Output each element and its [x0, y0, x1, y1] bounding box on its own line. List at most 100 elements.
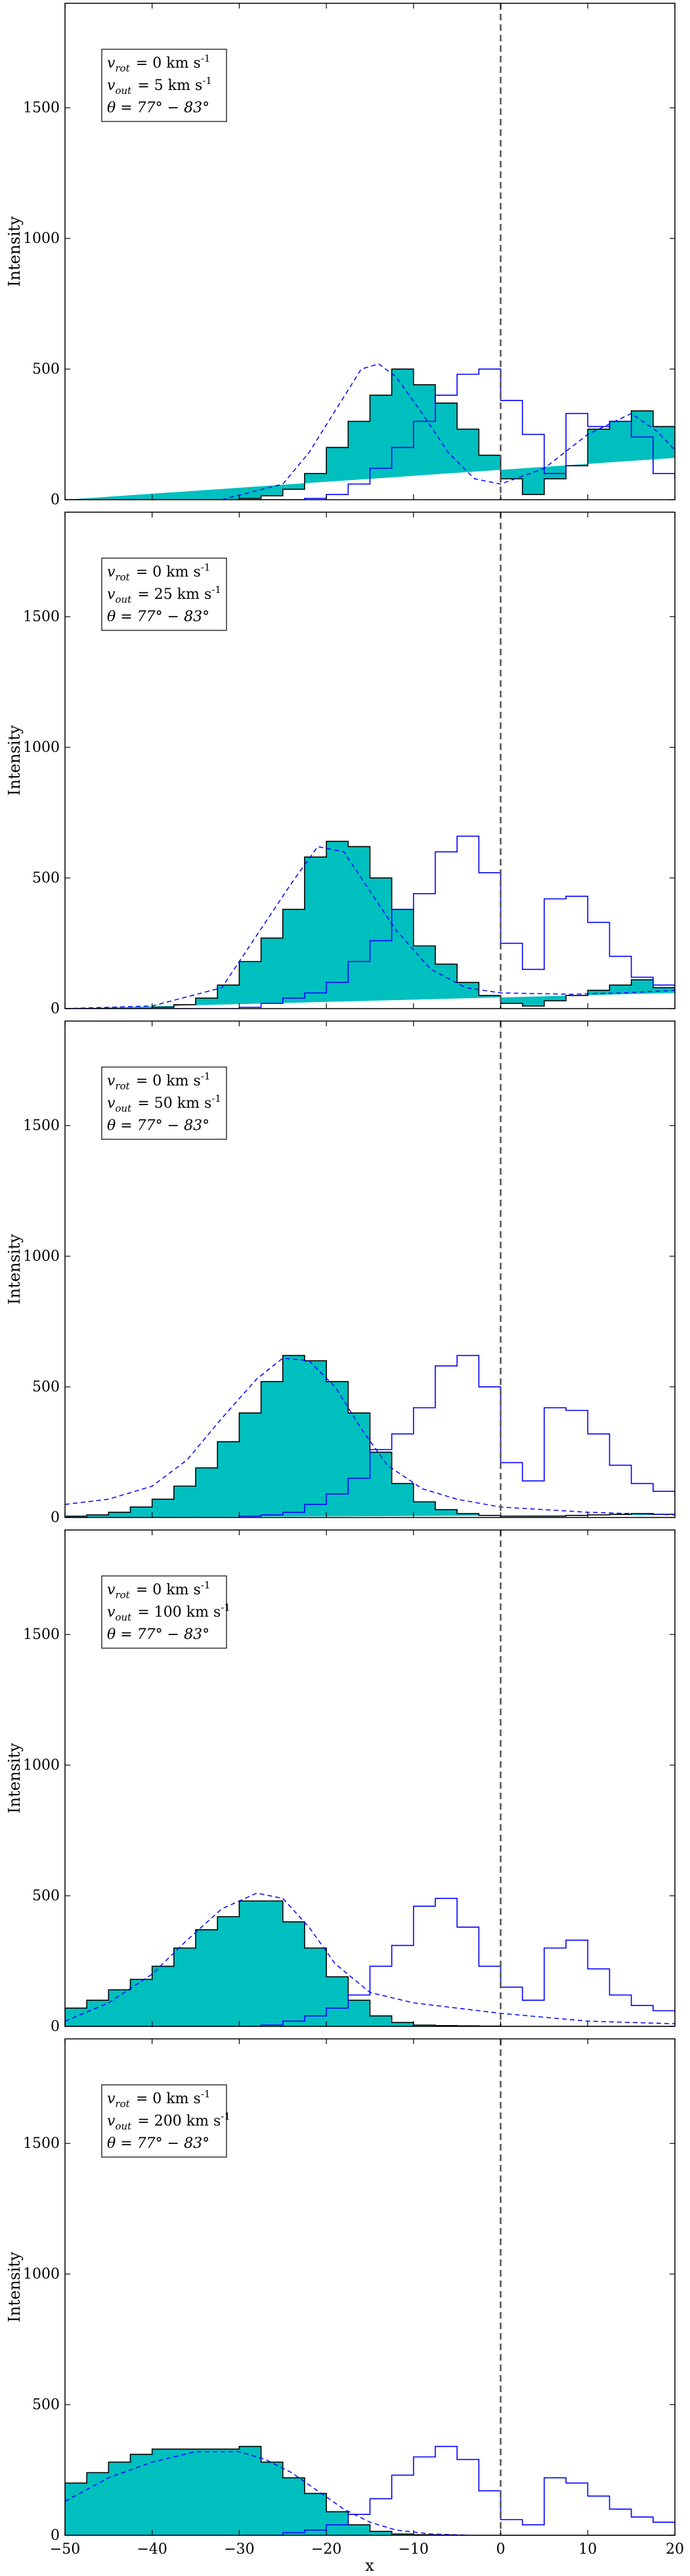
y-tick-label: 0: [51, 492, 60, 508]
axes-frame: [64, 1020, 676, 1518]
fit-dashed-curve: [65, 846, 675, 1009]
x-tick-label: 0: [496, 2541, 506, 2558]
fit-dashed-curve: [221, 363, 675, 500]
annotation-text: = 0 km s: [131, 55, 201, 72]
y-axis-label: Intensity: [5, 725, 24, 796]
y-tick-label: 1000: [23, 230, 60, 247]
y-axis-label: Intensity: [5, 1234, 24, 1305]
annotation-text: out: [115, 1611, 132, 1623]
filled-histogram: [65, 1355, 675, 1517]
x-tick-label: 10: [578, 2541, 597, 2558]
y-tick-label: 500: [32, 361, 60, 378]
y-tick-label: 1500: [23, 100, 60, 116]
y-tick-label: 1500: [23, 1626, 60, 1643]
annotation-line: θ = 77° − 83°: [107, 100, 209, 116]
axes-frame: [64, 3, 676, 500]
annotation-text: θ = 77° − 83°: [107, 609, 209, 625]
annotation-text: [210, 55, 211, 72]
annotation-text: out: [115, 2120, 132, 2132]
annotation-line: vout = 100 km s-1: [107, 1602, 232, 1623]
annotation-text: v: [107, 1073, 116, 1089]
annotation-text: v: [107, 1604, 116, 1621]
annotation-text: -1: [201, 53, 211, 64]
annotation-text: rot: [115, 1589, 130, 1601]
annotation-text: [212, 77, 213, 94]
y-axis-label: Intensity: [5, 1743, 24, 1814]
annotation-line: vout = 25 km s-1: [107, 584, 223, 605]
y-tick-label: 1000: [23, 739, 60, 756]
annotation-text: -1: [221, 1602, 230, 1613]
annotation-text: rot: [115, 571, 130, 583]
annotation-text: out: [115, 1102, 132, 1114]
annotation-line: vout = 5 km s-1: [107, 75, 213, 97]
y-tick-label: 500: [32, 2397, 60, 2413]
annotation-text: -1: [201, 2088, 211, 2100]
x-tick-label: −40: [137, 2541, 167, 2558]
y-tick-label: 500: [32, 1888, 60, 1904]
annotation-text: θ = 77° − 83°: [107, 1626, 209, 1643]
annotation-line: vrot = 0 km s-1: [107, 53, 212, 74]
y-tick-label: 1500: [23, 609, 60, 625]
y-tick-label: 1500: [23, 1118, 60, 1134]
annotation-box: [101, 1575, 227, 1649]
annotation-text: = 25 km s: [133, 586, 211, 603]
annotation-text: -1: [201, 561, 211, 573]
annotation-text: θ = 77° − 83°: [107, 1118, 209, 1134]
annotation-line: vrot = 0 km s-1: [107, 1579, 212, 1601]
annotation-line: vout = 50 km s-1: [107, 1093, 223, 1114]
y-tick-label: 0: [51, 2019, 60, 2035]
annotation-text: -1: [221, 2110, 230, 2122]
panel-5: −50 −40 −30 −20 −10 0 10 20 0 500 1000 1500 Intensit…: [5, 2038, 684, 2558]
annotation-text: [210, 564, 211, 580]
y-tick-label: 500: [32, 870, 60, 886]
x-tick-label: 20: [666, 2541, 684, 2558]
annotation-line: vrot = 0 km s-1: [107, 1070, 212, 1092]
annotation-text: -1: [201, 1070, 211, 1082]
y-tick-label: 0: [51, 1510, 60, 1526]
y-tick-label: 1000: [23, 1248, 60, 1265]
annotation-text: -1: [211, 1093, 221, 1104]
y-tick-label: 1000: [23, 2266, 60, 2282]
annotation-text: v: [107, 77, 116, 94]
filled-histogram: [65, 2445, 675, 2535]
annotation-text: v: [107, 2091, 116, 2107]
fit-dashed-curve: [65, 1892, 675, 2024]
y-tick-label: 0: [51, 1001, 60, 1017]
annotation-text: [210, 1073, 211, 1089]
x-tick-label: −10: [399, 2541, 429, 2558]
annotation-text: [221, 1095, 223, 1112]
blue-histogram: [65, 2445, 675, 2535]
annotation-text: rot: [115, 62, 130, 74]
annotation-text: out: [115, 85, 132, 97]
axes-frame: [64, 1529, 676, 2027]
y-axis-label: Intensity: [5, 216, 24, 287]
y-axis-label: Intensity: [5, 2252, 24, 2323]
annotation-text: = 0 km s: [131, 564, 201, 580]
annotation-line: vrot = 0 km s-1: [107, 561, 212, 583]
annotation-text: = 0 km s: [131, 1073, 201, 1089]
annotation-line: θ = 77° − 83°: [107, 2135, 209, 2152]
annotation-text: [210, 2091, 211, 2107]
annotation-text: v: [107, 586, 116, 603]
annotation-text: θ = 77° − 83°: [107, 2135, 209, 2152]
annotation-text: [221, 586, 223, 603]
axes-frame: [64, 512, 676, 1009]
y-tick-label: 1500: [23, 2135, 60, 2152]
y-tick-label: 500: [32, 1379, 60, 1395]
annotation-text: = 50 km s: [133, 1095, 211, 1112]
annotation-text: v: [107, 1095, 116, 1112]
annotation-line: θ = 77° − 83°: [107, 609, 209, 625]
y-tick-label: 0: [51, 2527, 60, 2544]
annotation-text: = 200 km s: [133, 2113, 221, 2129]
annotation-text: -1: [211, 584, 221, 596]
fit-dashed-curve: [65, 1357, 675, 1516]
annotation-box: [101, 49, 227, 122]
filled-histogram: [65, 840, 675, 1009]
annotation-text: = 0 km s: [131, 2091, 201, 2107]
filled-histogram: [65, 1900, 675, 2026]
annotation-line: θ = 77° − 83°: [107, 1626, 209, 1643]
